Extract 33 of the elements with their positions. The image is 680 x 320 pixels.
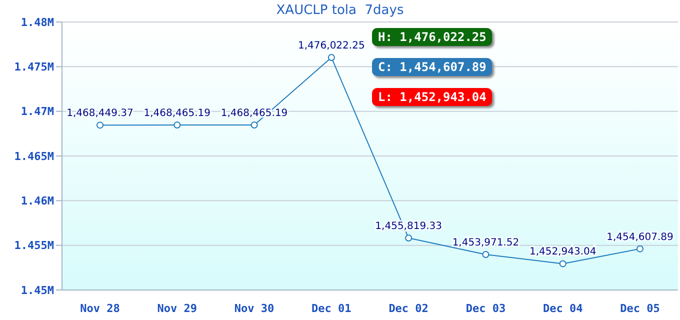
data-label: 1,468,449.37 — [66, 108, 134, 120]
chart-title: XAUCLP tola 7days — [276, 3, 404, 18]
y-tick-label: 1.47M — [20, 105, 54, 118]
x-tick-label: Dec 05 — [620, 302, 660, 315]
data-label: 1,468,465.19 — [144, 108, 211, 120]
x-tick-label: Dec 01 — [312, 302, 352, 315]
x-tick-label: Dec 03 — [466, 302, 506, 315]
point — [174, 122, 181, 129]
y-tick-label: 1.48M — [20, 16, 54, 29]
data-label: 1,454,607.89 — [606, 232, 674, 243]
x-tick-label: Dec 04 — [542, 302, 584, 315]
y-tick-label: 1.465M — [14, 150, 54, 163]
point — [559, 260, 566, 268]
y-tick-label: 1.455M — [14, 239, 54, 252]
data-label: 1,452,943.04 — [529, 246, 596, 258]
data-label: 1,453,971.52 — [452, 238, 520, 249]
x-tick-label: Nov 29 — [157, 302, 198, 315]
price-badge: C: 1,454,607.89 — [372, 58, 492, 76]
data-label: 1,476,022.25 — [298, 40, 365, 52]
y-tick-label: 1.45M — [20, 284, 54, 297]
point — [96, 122, 104, 129]
point — [328, 54, 335, 62]
y-tick-label: 1.475M — [14, 60, 54, 74]
y-tick-label: 1.46M — [20, 194, 54, 208]
x-tick-label: Dec 02 — [388, 302, 428, 315]
x-tick-label: Nov 28 — [80, 302, 120, 315]
price-badge: H: 1,476,022.25 — [372, 28, 492, 46]
point — [636, 245, 644, 252]
point — [405, 234, 412, 242]
point — [482, 251, 490, 258]
x-tick-label: Nov 30 — [234, 302, 274, 315]
point — [250, 122, 258, 129]
price-badge: L: 1,452,943.04 — [372, 88, 492, 106]
